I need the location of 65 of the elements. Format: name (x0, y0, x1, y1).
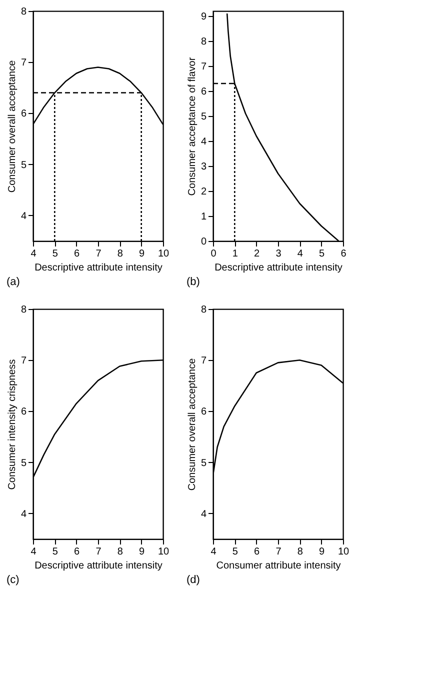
x-tick-label: 6 (74, 546, 80, 558)
y-tick-label: 7 (200, 62, 207, 72)
x-tick-label: 5 (52, 248, 58, 260)
x-tick-label: 3 (276, 248, 282, 260)
y-tick-label: 4 (200, 508, 207, 520)
y-axis-title: Consumer overall acceptance (6, 60, 18, 193)
x-tick-label: 10 (338, 546, 350, 558)
y-tick-label: 6 (20, 108, 27, 120)
x-axis-title: Descriptive attribute intensity (34, 560, 162, 572)
text: (c) (6, 574, 20, 586)
x-tick-label: 6 (254, 546, 260, 558)
y-tick-label: 8 (20, 6, 27, 18)
y-axis-title: Consumer intensity crispness (6, 359, 18, 490)
y-tick-label: 6 (20, 406, 27, 418)
x-tick-label: 9 (139, 248, 146, 260)
x-tick-label: 10 (158, 248, 170, 260)
x-tick-label: 5 (232, 546, 238, 558)
x-tick-label: 7 (276, 546, 282, 558)
y-axis-title: Consumer acceptance of flavor (186, 56, 198, 196)
x-axis-title: Descriptive attribute intensity (214, 262, 342, 274)
x-tick-label: 9 (319, 546, 326, 558)
x-tick-label: 8 (117, 546, 124, 558)
x-axis-title: Descriptive attribute intensity (34, 262, 162, 274)
x-tick-label: 8 (297, 546, 304, 558)
x-tick-label: 0 (210, 248, 217, 260)
y-tick-label: 9 (200, 12, 207, 22)
y-axis-title: Consumer overall acceptance (186, 358, 198, 491)
x-tick-label: 10 (158, 546, 170, 558)
y-tick-label: 6 (200, 86, 207, 98)
x-tick-label: 4 (30, 248, 37, 260)
y-tick-label: 0 (200, 236, 207, 248)
x-tick-label: 4 (30, 546, 37, 558)
x-tick-label: 4 (210, 546, 217, 558)
x-tick-label: 6 (340, 248, 347, 260)
y-tick-label: 5 (200, 458, 207, 469)
x-tick-label: 9 (139, 546, 146, 558)
x-tick-label: 5 (319, 248, 326, 260)
y-tick-label: 6 (200, 406, 207, 418)
text: (a) (6, 276, 20, 288)
y-tick-label: 5 (200, 112, 207, 122)
y-tick-label: 8 (200, 304, 207, 316)
y-tick-label: 5 (20, 160, 27, 171)
y-tick-label: 4 (20, 210, 27, 222)
y-tick-label: 5 (20, 458, 27, 469)
y-tick-label: 4 (20, 508, 27, 520)
text: (b) (186, 276, 200, 288)
x-tick-label: 7 (96, 546, 102, 558)
y-tick-label: 4 (200, 136, 207, 148)
x-tick-label: 7 (96, 248, 102, 260)
y-tick-label: 8 (20, 304, 27, 316)
y-tick-label: 7 (20, 356, 27, 367)
y-tick-label: 8 (200, 36, 207, 48)
y-tick-label: 7 (200, 356, 207, 367)
y-tick-label: 2 (200, 186, 207, 198)
y-tick-label: 1 (200, 212, 207, 222)
y-tick-label: 3 (200, 162, 207, 172)
x-tick-label: 4 (297, 248, 304, 260)
x-tick-label: 1 (232, 248, 238, 260)
x-tick-label: 2 (254, 248, 260, 260)
x-tick-label: 8 (117, 248, 124, 260)
x-tick-label: 6 (74, 248, 80, 260)
x-axis-title: Consumer attribute intensity (216, 560, 341, 572)
text: (d) (186, 574, 200, 586)
y-tick-label: 7 (20, 58, 27, 69)
x-tick-label: 5 (52, 546, 58, 558)
